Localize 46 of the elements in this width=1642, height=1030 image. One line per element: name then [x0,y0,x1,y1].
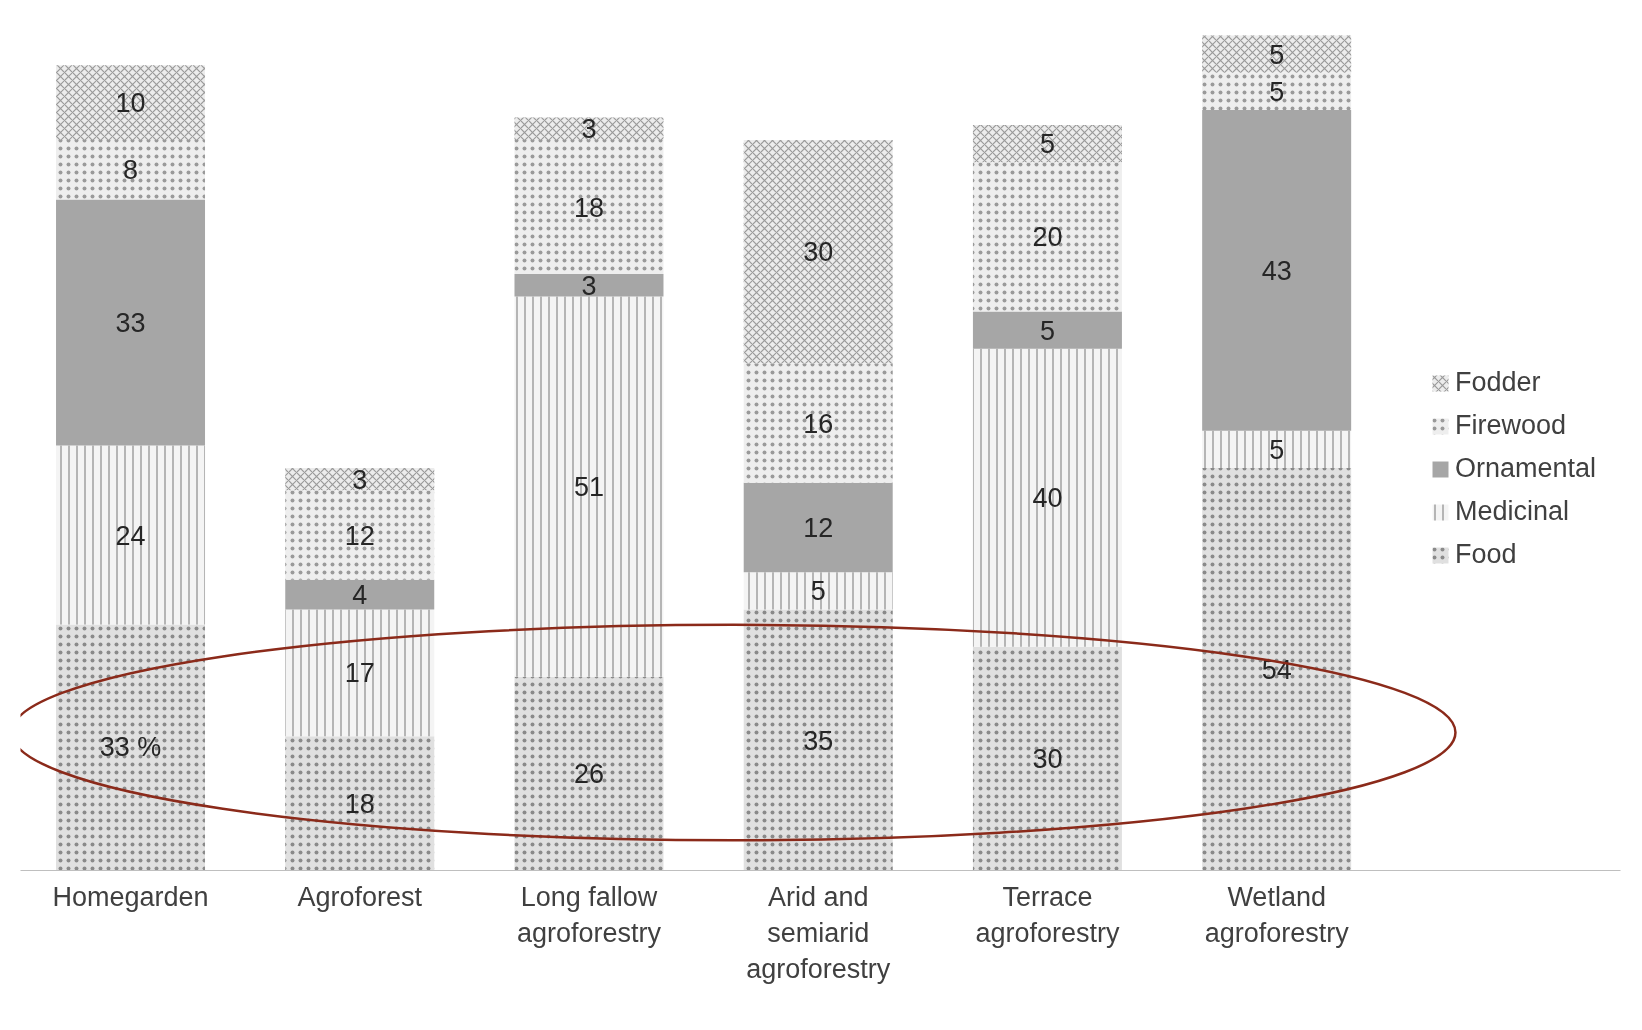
data-label: 5 [1039,315,1055,346]
x-tick-label: Agroforest [297,881,423,912]
data-label: 17 [344,658,375,689]
data-label: 24 [115,520,146,551]
data-label: 20 [1032,222,1063,253]
data-label: 3 [352,464,368,495]
legend-label: Firewood [1455,410,1567,441]
data-label: 33 [115,308,146,339]
data-label: 5 [810,576,826,607]
x-tick-label: Terrace agroforestry [975,881,1120,948]
bar [285,579,435,610]
x-tick-label: Arid and semiarid agroforestry [746,881,891,984]
data-label: 18 [573,192,605,223]
bar [514,274,664,297]
data-label: 51 [573,472,605,503]
data-label: 4 [352,580,368,611]
data-label: 5 [1269,76,1285,107]
legend-label: Ornamental [1455,453,1597,484]
x-tick-label: Homegarden [52,881,209,912]
data-label: 33 % [99,732,162,763]
bar [56,199,206,446]
data-label: 35 [803,725,834,756]
data-label: 26 [573,759,605,790]
x-tick-label: Long fallow agroforestry [516,881,662,948]
data-label: 10 [115,88,146,119]
bar [743,482,893,573]
bar [972,311,1122,349]
legend-label: Fodder [1455,367,1541,398]
data-label: 12 [803,513,834,544]
data-label: 16 [803,408,834,439]
legend-label: Medicinal [1455,496,1570,527]
data-label: 40 [1032,483,1063,514]
bar [1202,110,1352,431]
data-label: 30 [803,237,834,268]
data-label: 5 [1039,129,1055,160]
legend-label: Food [1455,539,1517,570]
data-label: 5 [1269,434,1285,465]
x-tick-label: Wetland agroforestry [1204,881,1350,948]
data-label: 8 [123,155,139,186]
data-label: 18 [344,788,375,819]
data-label: 3 [581,270,597,301]
data-label: 12 [344,520,375,551]
data-label: 3 [581,114,597,145]
data-label: 43 [1261,255,1292,286]
data-label: 30 [1032,744,1063,775]
data-label: 5 [1269,39,1285,70]
